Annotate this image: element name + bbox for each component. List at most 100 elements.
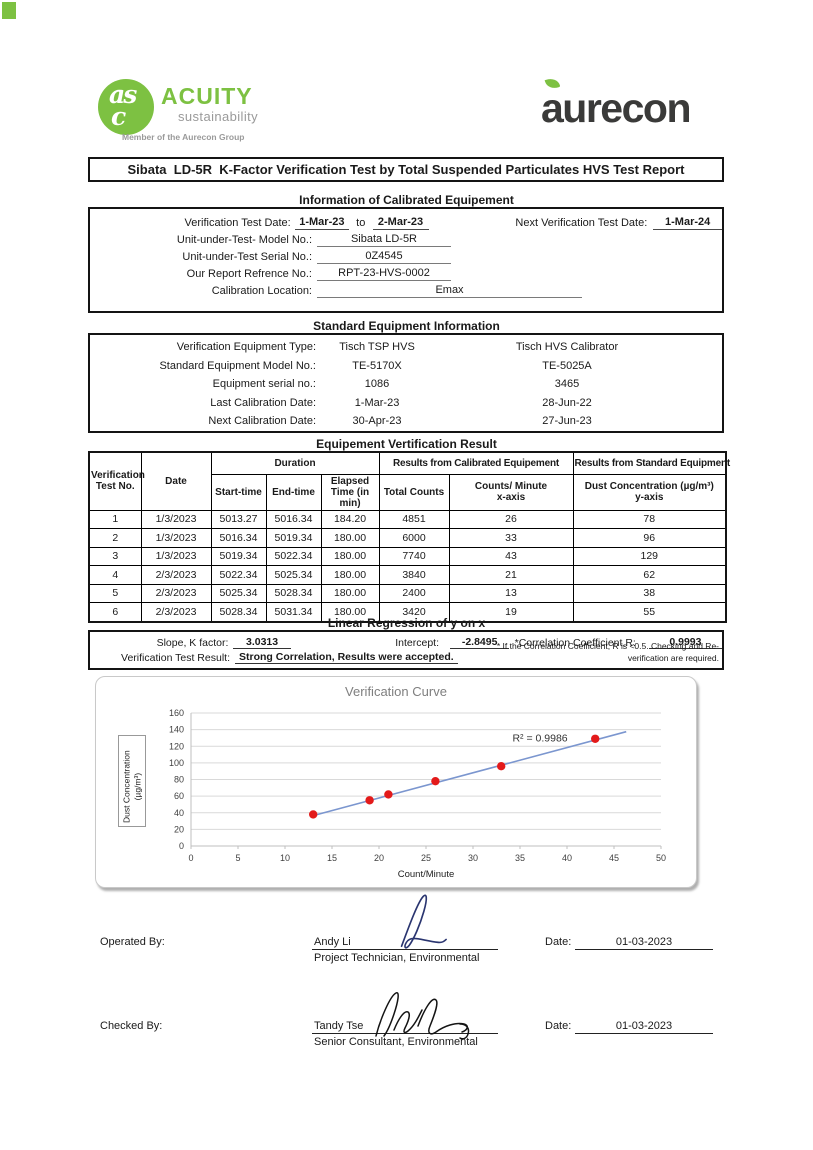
result-row: 1 1/3/2023 5013.27 5016.34 184.20 4851 26 78 — [88, 509, 727, 529]
field-label: Calibration Location: — [211, 285, 312, 297]
y-tick-label: 0 — [179, 841, 184, 851]
field-label: Equipment serial no.: — [212, 378, 316, 391]
result-cell: 2400 — [378, 583, 450, 603]
equipment-value-1: 1-Mar-23 — [354, 396, 400, 409]
equipment-value-2: TE-5025A — [542, 359, 592, 372]
x-tick-label: 10 — [280, 853, 290, 863]
result-cell: 5028.34 — [210, 602, 267, 622]
info-row: Unit-under-Test Serial No.: 0Z4545 — [90, 247, 722, 264]
result-cell: 38 — [572, 583, 727, 603]
r-squared-annotation: R² = 0.9986 — [512, 732, 567, 744]
equipment-value-1: 30-Apr-23 — [352, 415, 402, 428]
col-group-duration: Duration — [210, 451, 380, 475]
x-tick-label: 15 — [327, 853, 337, 863]
result-cell: 1/3/2023 — [140, 509, 212, 529]
field-label: Verification Equipment Type: — [176, 341, 316, 354]
intercept-label: Intercept: — [395, 637, 439, 649]
result-row: 2 1/3/2023 5016.34 5019.34 180.00 6000 33 96 — [88, 528, 727, 548]
operated-by-label: Operated By: — [100, 936, 165, 948]
equipment-value-2: Tisch HVS Calibrator — [515, 341, 619, 354]
result-cell: 19 — [448, 602, 574, 622]
y-tick-label: 140 — [169, 725, 184, 735]
field-label: Unit-under-Test Serial No.: — [182, 251, 312, 263]
result-cell: 2 — [88, 528, 142, 548]
info-row: Calibration Location: Emax — [90, 281, 722, 298]
result-cell: 7740 — [378, 546, 450, 566]
next-date-value: 1-Mar-24 — [653, 216, 722, 230]
result-cell: 5 — [88, 583, 142, 603]
result-section-heading: Equipement Vertification Result — [316, 437, 497, 451]
result-cell: 1/3/2023 — [140, 546, 212, 566]
checked-by-name-line: Tandy Tse — [312, 1006, 498, 1034]
result-cell: 5025.34 — [265, 565, 322, 585]
operated-by-name-line: Andy Li — [312, 922, 498, 950]
field-label: Standard Equipment Model No.: — [159, 359, 316, 372]
result-cell: 180.00 — [320, 528, 380, 548]
result-cell: 1/3/2023 — [140, 528, 212, 548]
equipment-value-2: 28-Jun-22 — [542, 396, 592, 409]
equipment-value-1: TE-5170X — [352, 359, 402, 372]
result-cell: 43 — [448, 546, 574, 566]
field-value: Sibata LD-5R — [317, 233, 451, 247]
result-cell: 4 — [88, 565, 142, 585]
col-header-date: Date — [140, 451, 212, 511]
operated-date-label: Date: — [545, 936, 572, 948]
operated-by-signature — [400, 894, 447, 949]
standard-equipment-row: Verification Equipment Type: Tisch TSP HV… — [90, 338, 722, 357]
counts-minute-label: Counts/ Minute — [474, 481, 548, 492]
col-header-test-no: Verification Test No. — [88, 451, 145, 511]
to-word: to — [356, 217, 366, 229]
standard-equipment-row: Next Calibration Date: 30-Apr-23 27-Jun-23 — [90, 412, 722, 431]
checked-by-signature — [375, 992, 470, 1040]
equipment-value-1: 1086 — [364, 378, 390, 391]
data-point — [431, 776, 440, 786]
x-tick-label: 50 — [656, 853, 666, 863]
result-cell: 78 — [572, 509, 727, 529]
standard-equipment-row: Last Calibration Date: 1-Mar-23 28-Jun-22 — [90, 394, 722, 413]
x-tick-label: 20 — [374, 853, 384, 863]
result-cell: 33 — [448, 528, 574, 548]
data-point — [309, 810, 318, 819]
x-axis-label: x-axis — [496, 492, 526, 503]
field-label: Verification Test Date: — [184, 217, 291, 229]
acuity-tagline: sustainability — [178, 109, 259, 124]
result-cell: 5022.34 — [210, 565, 267, 585]
y-tick-label: 100 — [169, 758, 184, 768]
result-cell: 96 — [572, 528, 727, 548]
chart-ylabel-box: Dust Concentration (µg/m³) — [118, 735, 146, 827]
verification-result-table: Verification Test No. Date Duration Resu… — [88, 451, 730, 623]
chart-xlabel: Count/Minute — [397, 869, 455, 880]
acuity-circle-icon: as c — [98, 79, 154, 135]
aurecon-text: aurecon — [541, 85, 692, 131]
result-cell: 62 — [572, 565, 727, 585]
result-cell: 1 — [88, 509, 142, 529]
test-date-row: Verification Test Date: 1-Mar-23 to 2-Ma… — [90, 213, 722, 230]
result-row: 6 2/3/2023 5028.34 5031.34 180.00 3420 19 55 — [88, 602, 727, 622]
y-tick-label: 40 — [174, 808, 184, 818]
next-date-label: Next Verification Test Date: — [515, 217, 648, 229]
result-cell: 180.00 — [320, 546, 380, 566]
test-date-from: 1-Mar-23 — [294, 216, 349, 230]
result-cell: 5016.34 — [210, 528, 267, 548]
result-value: Strong Correlation, Results were accepte… — [235, 651, 458, 664]
col-header-counts-minute: Counts/ Minute x-axis — [448, 473, 574, 511]
info-section-heading: Information of Calibrated Equipement — [299, 193, 514, 207]
regression-footnote: * If the Correlation Coefficient, R is <… — [496, 641, 719, 663]
field-value: Emax — [317, 284, 582, 298]
field-value: RPT-23-HVS-0002 — [317, 267, 451, 281]
data-point — [591, 734, 600, 743]
x-tick-label: 25 — [421, 853, 431, 863]
verification-curve-card: Verification Curve Dust Concentration (µ… — [95, 676, 697, 888]
col-header-elapsed: Elapsed Time (in min) — [320, 473, 380, 511]
result-row: 4 2/3/2023 5022.34 5025.34 180.00 3840 21 62 — [88, 565, 727, 585]
result-cell: 5025.34 — [210, 583, 267, 603]
result-cell: 2/3/2023 — [140, 583, 212, 603]
operated-by-title: Project Technician, Environmental — [314, 952, 480, 964]
corr-label: *Correlation Coefficient,R: — [514, 637, 636, 649]
result-cell: 13 — [448, 583, 574, 603]
field-value: 0Z4545 — [317, 250, 451, 264]
result-cell: 3840 — [378, 565, 450, 585]
equipment-value-2: 27-Jun-23 — [542, 415, 592, 428]
operated-by-name: Andy Li — [314, 936, 351, 948]
